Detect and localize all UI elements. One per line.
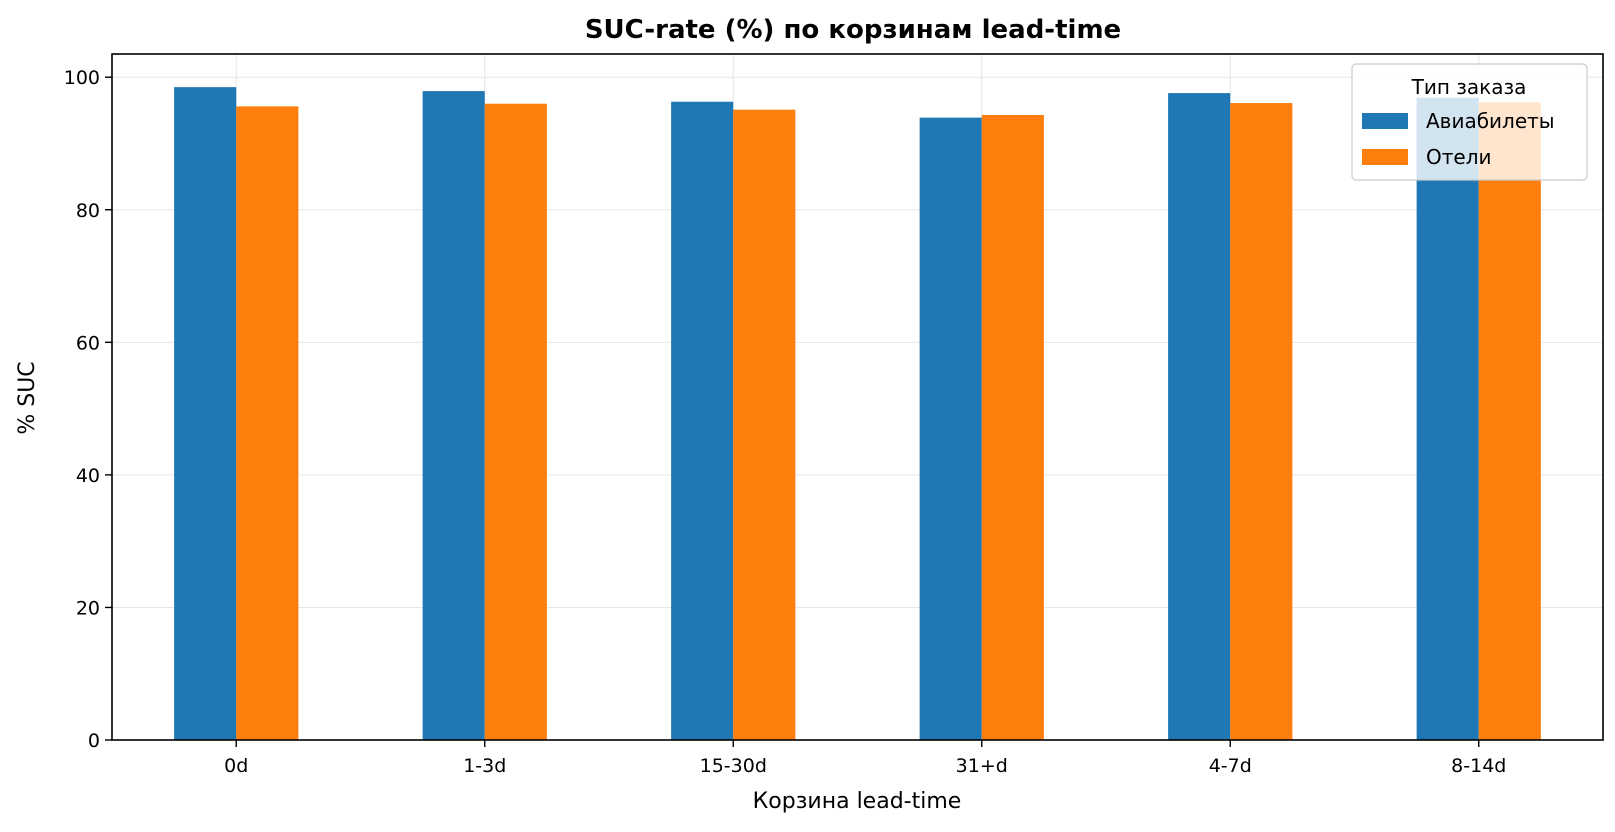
y-axis: 0 20 40 60 80 100 — [64, 67, 112, 752]
y-tick-label: 40 — [76, 465, 100, 487]
x-tick-label: 8-14d — [1451, 755, 1506, 777]
chart-title: SUC-rate (%) по корзинам lead-time — [585, 15, 1121, 45]
bar-avia-8-14d — [1416, 97, 1479, 740]
y-tick-label: 100 — [64, 67, 100, 89]
y-tick-label: 0 — [88, 730, 100, 752]
bars — [174, 87, 1541, 741]
plot-frame — [111, 53, 1604, 741]
legend: Тип заказа Авиабилеты Отели — [1351, 63, 1588, 181]
y-tick-label: 20 — [76, 597, 100, 619]
bar-hotels-1-3d — [484, 103, 547, 740]
y-axis-title: % SUC — [15, 361, 40, 434]
bar-hotels-31+d — [981, 114, 1044, 740]
legend-swatch-avia — [1362, 113, 1408, 129]
legend-box — [1351, 63, 1588, 181]
y-tick-label: 60 — [76, 332, 100, 354]
x-axis: 0d 1-3d 15-30d 31+d 4-7d 8-14d — [224, 740, 1506, 777]
bar-hotels-0d — [236, 106, 299, 741]
legend-label-avia: Авиабилеты — [1426, 109, 1555, 133]
legend-label-hotels: Отели — [1426, 145, 1491, 169]
x-axis-title: Корзина lead-time — [753, 789, 962, 814]
y-tick-label: 80 — [76, 200, 100, 222]
x-tick-label: 4-7d — [1209, 755, 1252, 777]
x-tick-label: 0d — [224, 755, 248, 777]
bar-hotels-4-7d — [1230, 103, 1293, 740]
bar-avia-4-7d — [1168, 93, 1231, 740]
bar-avia-31+d — [919, 117, 982, 741]
x-tick-label: 15-30d — [700, 755, 767, 777]
bar-hotels-15-30d — [733, 109, 796, 741]
legend-swatch-hotels — [1362, 149, 1408, 165]
x-tick-label: 1-3d — [463, 755, 506, 777]
legend-title: Тип заказа — [1411, 75, 1527, 99]
bar-hotels-8-14d — [1478, 102, 1541, 741]
bar-avia-0d — [174, 87, 237, 741]
bar-avia-15-30d — [671, 101, 734, 740]
bar-avia-1-3d — [422, 91, 485, 741]
x-tick-label: 31+d — [956, 755, 1008, 777]
